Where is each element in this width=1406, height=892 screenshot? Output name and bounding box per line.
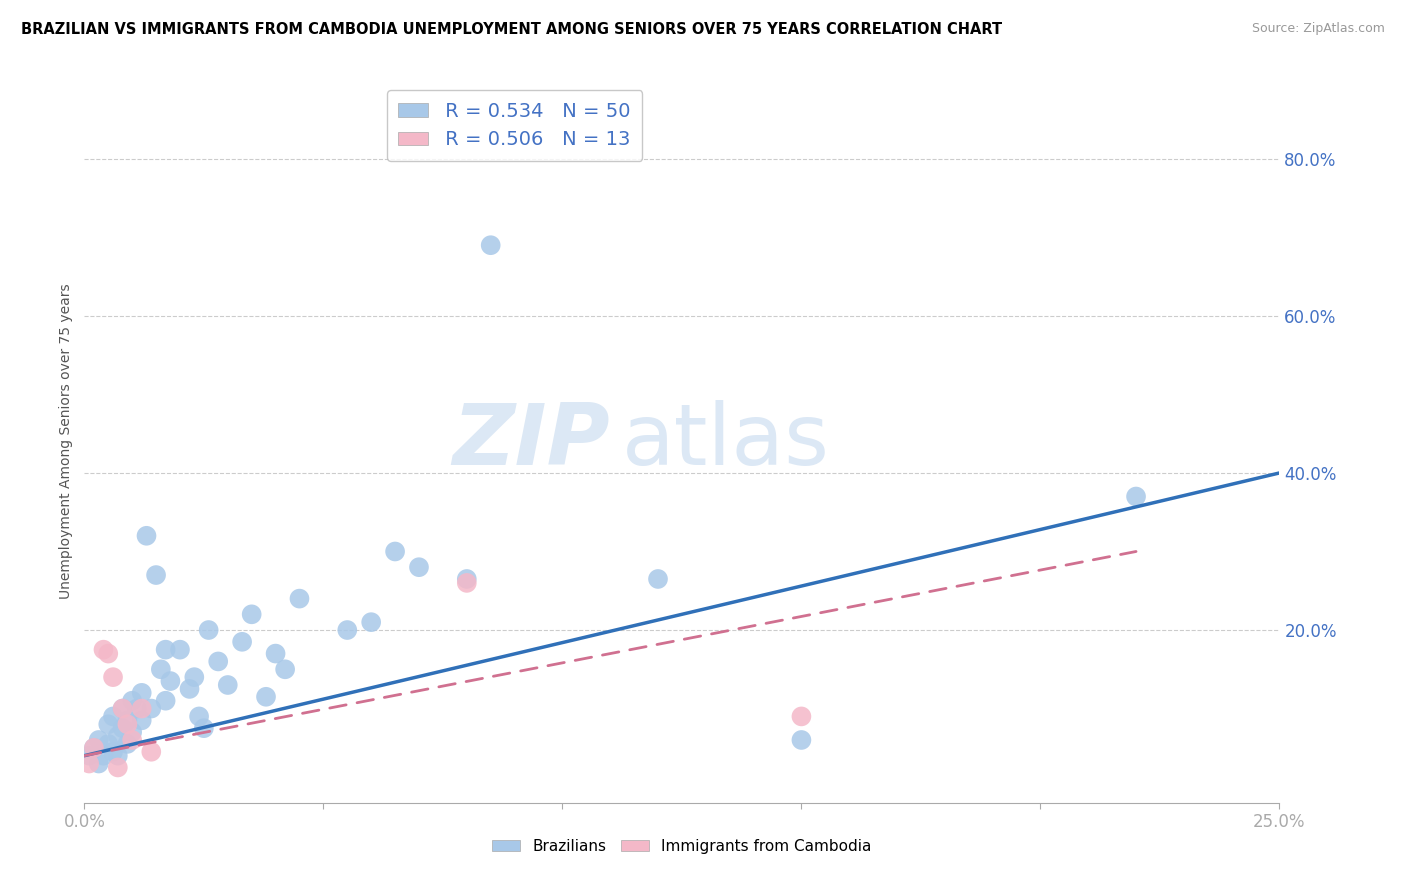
Point: [111, 701, 134, 715]
Point: [155, 642, 177, 657]
Point: [141, 701, 163, 715]
Text: Source: ZipAtlas.com: Source: ZipAtlas.com: [1251, 22, 1385, 36]
Point: [107, 748, 129, 763]
Point: [141, 745, 163, 759]
Point: [83, 740, 105, 755]
Point: [101, 709, 124, 723]
Point: [479, 238, 502, 252]
Point: [155, 694, 177, 708]
Point: [207, 655, 229, 669]
Point: [456, 572, 478, 586]
Point: [149, 662, 172, 676]
Point: [87, 733, 110, 747]
Point: [93, 748, 115, 763]
Point: [179, 681, 201, 696]
Point: [169, 642, 191, 657]
Point: [274, 662, 297, 676]
Point: [117, 714, 139, 728]
Point: [240, 607, 263, 622]
Point: [384, 544, 406, 558]
Point: [97, 647, 120, 661]
Point: [135, 529, 157, 543]
Point: [117, 737, 139, 751]
Legend: Brazilians, Immigrants from Cambodia: Brazilians, Immigrants from Cambodia: [486, 833, 877, 860]
Point: [77, 748, 100, 763]
Point: [83, 740, 105, 755]
Point: [217, 678, 239, 692]
Point: [101, 745, 124, 759]
Y-axis label: Unemployment Among Seniors over 75 years: Unemployment Among Seniors over 75 years: [59, 284, 73, 599]
Point: [121, 694, 143, 708]
Point: [111, 701, 134, 715]
Point: [336, 623, 359, 637]
Point: [77, 756, 100, 771]
Point: [456, 575, 478, 590]
Point: [183, 670, 205, 684]
Point: [107, 760, 129, 774]
Point: [197, 623, 219, 637]
Point: [97, 717, 120, 731]
Point: [360, 615, 382, 630]
Point: [1125, 490, 1147, 504]
Point: [93, 642, 115, 657]
Text: BRAZILIAN VS IMMIGRANTS FROM CAMBODIA UNEMPLOYMENT AMONG SENIORS OVER 75 YEARS C: BRAZILIAN VS IMMIGRANTS FROM CAMBODIA UN…: [21, 22, 1002, 37]
Point: [125, 701, 148, 715]
Point: [231, 635, 253, 649]
Point: [264, 647, 287, 661]
Point: [647, 572, 669, 586]
Point: [145, 568, 167, 582]
Point: [408, 560, 430, 574]
Text: ZIP: ZIP: [453, 400, 610, 483]
Point: [254, 690, 277, 704]
Point: [117, 717, 139, 731]
Point: [87, 756, 110, 771]
Point: [131, 714, 153, 728]
Point: [193, 721, 215, 735]
Point: [790, 733, 813, 747]
Point: [111, 721, 134, 735]
Point: [131, 686, 153, 700]
Point: [97, 737, 120, 751]
Point: [288, 591, 311, 606]
Point: [159, 674, 181, 689]
Text: atlas: atlas: [623, 400, 830, 483]
Point: [131, 701, 153, 715]
Point: [121, 725, 143, 739]
Point: [188, 709, 211, 723]
Point: [101, 670, 124, 684]
Point: [790, 709, 813, 723]
Point: [121, 733, 143, 747]
Point: [107, 729, 129, 743]
